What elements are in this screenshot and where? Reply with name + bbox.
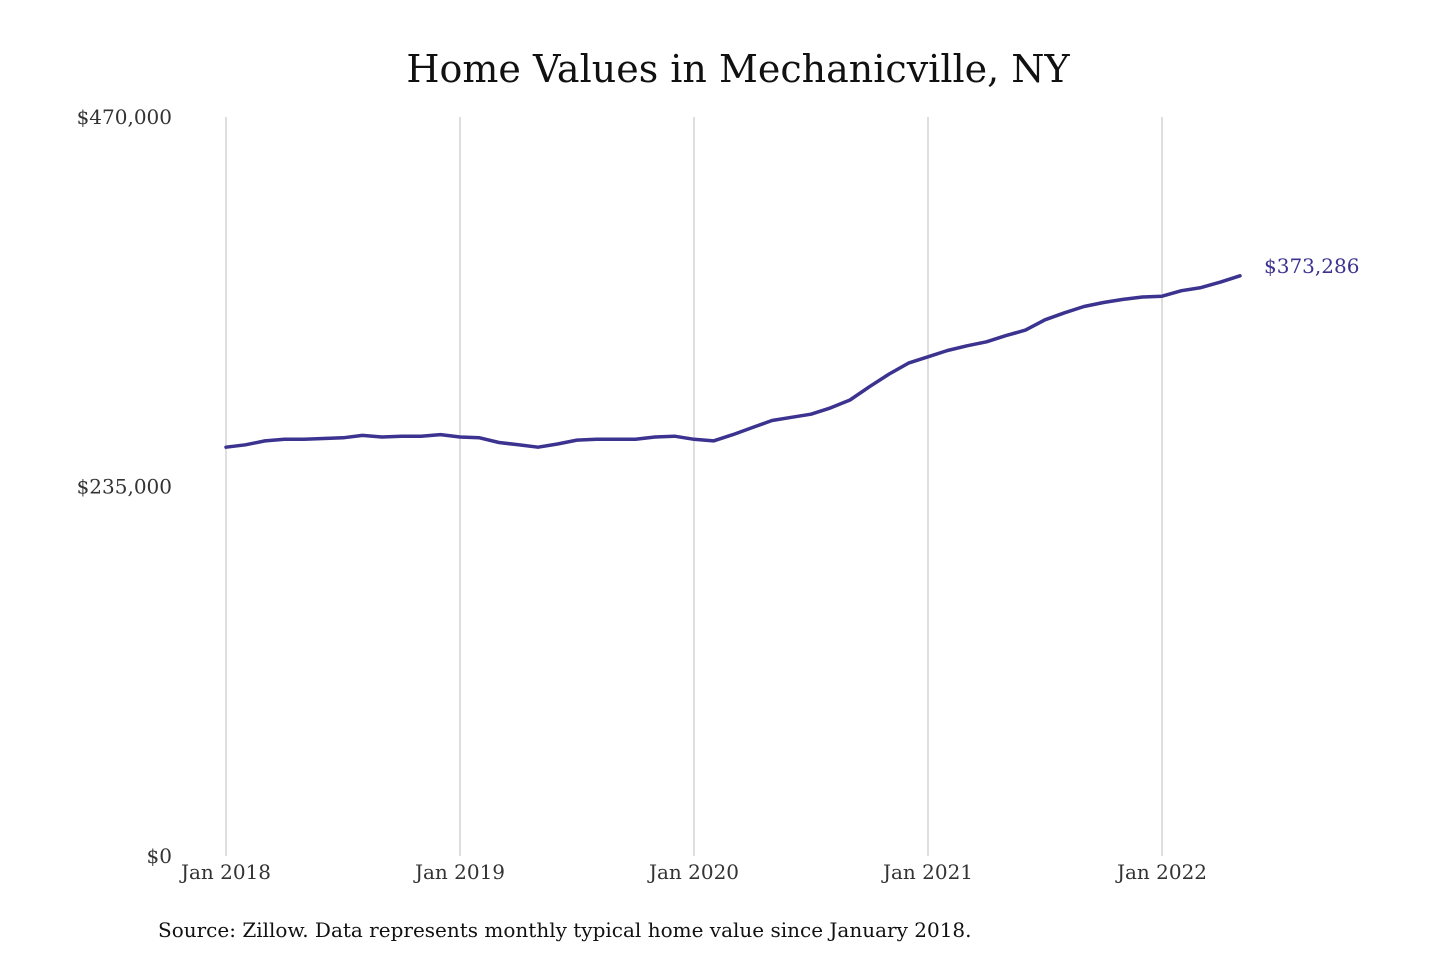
y-axis-ticks: $0 $235,000 $470,000 <box>77 105 172 868</box>
x-tick-label-3: Jan 2021 <box>881 860 973 884</box>
end-value-label: $373,286 <box>1264 254 1359 278</box>
x-axis-ticks: Jan 2018 Jan 2019 Jan 2020 Jan 2021 Jan 2022 <box>179 860 1207 884</box>
series-line <box>224 274 1242 449</box>
gridlines <box>225 117 1163 856</box>
y-tick-label-1: $235,000 <box>77 475 172 499</box>
source-note: Source: Zillow. Data represents monthly … <box>158 918 972 942</box>
series-layer: $373,286 <box>224 254 1359 449</box>
y-tick-label-0: $0 <box>147 844 172 868</box>
x-tick-label-1: Jan 2019 <box>413 860 505 884</box>
x-tick-label-2: Jan 2020 <box>647 860 739 884</box>
x-tick-label-0: Jan 2018 <box>179 860 271 884</box>
x-tick-label-4: Jan 2022 <box>1115 860 1207 884</box>
y-tick-label-2: $470,000 <box>77 105 172 129</box>
chart-title: Home Values in Mechanicville, NY <box>406 47 1070 91</box>
